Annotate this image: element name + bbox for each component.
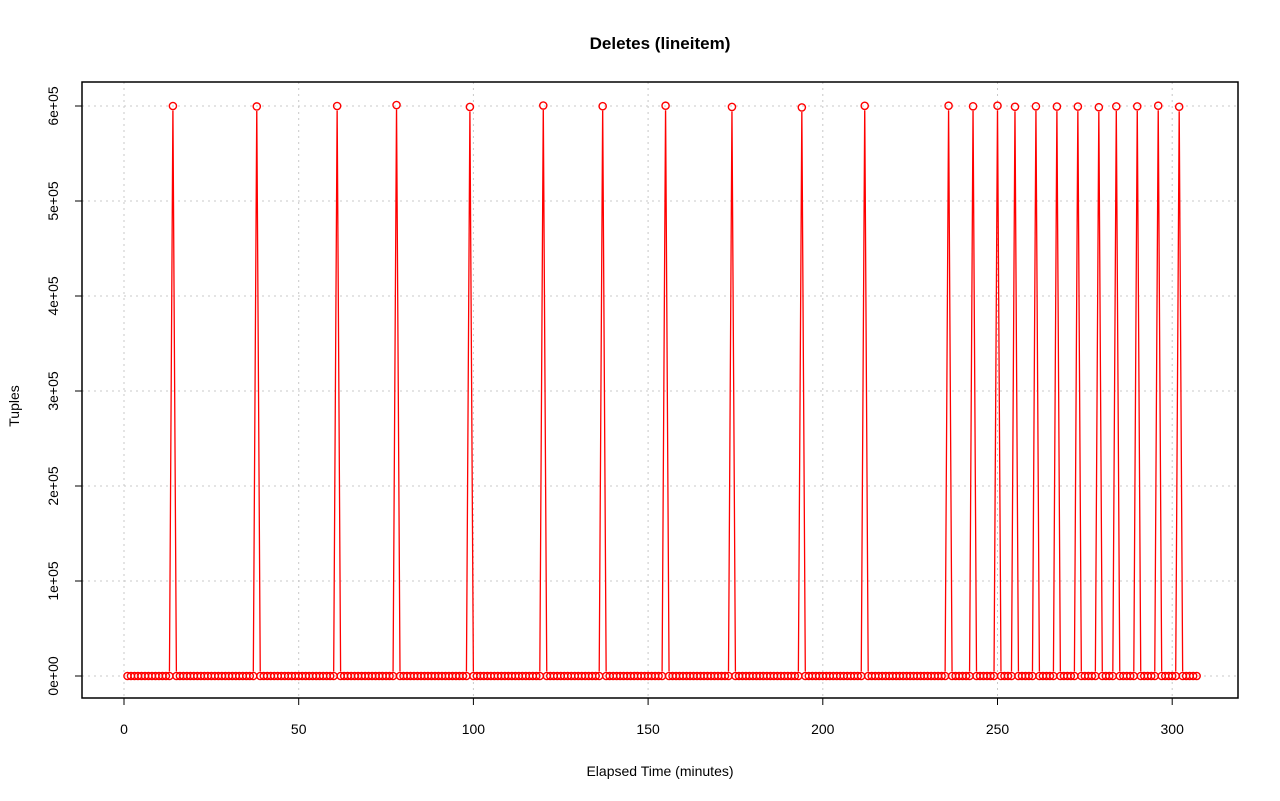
- series-line: [168, 109, 1184, 672]
- data-point-peak: [727, 102, 737, 112]
- data-point-peak: [538, 101, 548, 110]
- data-point-peak: [168, 101, 178, 111]
- data-point-peak: [661, 101, 670, 111]
- data-point: [1003, 671, 1013, 681]
- data-point: [961, 671, 971, 681]
- data-point: [161, 671, 171, 681]
- data-point: [1188, 671, 1198, 681]
- data-point-peak: [1052, 102, 1062, 111]
- data-point-peak: [1153, 101, 1163, 111]
- data-point: [654, 671, 663, 681]
- x-axis-label: Elapsed Time (minutes): [586, 763, 733, 779]
- data-point-peak: [944, 101, 953, 111]
- data-point-peak: [1174, 102, 1184, 112]
- data-point-peak: [1111, 102, 1121, 111]
- y-tick-label: 0e+00: [45, 656, 61, 696]
- data-point: [385, 671, 394, 681]
- data-point-peak: [1073, 102, 1083, 111]
- data-point: [1167, 671, 1177, 681]
- data-point: [325, 671, 335, 681]
- data-point: [853, 671, 863, 681]
- data-point: [591, 671, 600, 681]
- chart-title: Deletes (lineitem): [590, 34, 731, 53]
- data-point-peak: [860, 101, 870, 111]
- data-point-peak: [252, 102, 262, 111]
- data-point: [458, 671, 468, 681]
- y-tick-label: 2e+05: [45, 466, 61, 506]
- data-point-peak: [465, 102, 475, 112]
- x-tick-label: 250: [986, 721, 1010, 737]
- x-tick-label: 300: [1161, 721, 1185, 737]
- y-tick-label: 5e+05: [45, 181, 61, 221]
- data-point: [1087, 671, 1097, 681]
- x-tick-label: 0: [120, 721, 128, 737]
- data-point: [1192, 671, 1201, 681]
- data-point: [1024, 671, 1034, 681]
- data-point: [986, 671, 995, 681]
- data-point: [1125, 671, 1135, 681]
- data-point-peak: [598, 101, 607, 111]
- y-tick-label: 3e+05: [45, 371, 61, 411]
- data-point-peak: [993, 101, 1002, 111]
- data-point: [1045, 671, 1055, 681]
- data-point-peak: [1094, 102, 1104, 112]
- data-point-peak: [1010, 102, 1020, 112]
- data-point: [245, 671, 255, 681]
- data-point: [1066, 671, 1076, 681]
- data-point-peak: [1031, 101, 1041, 111]
- x-tick-label: 50: [291, 721, 307, 737]
- data-point-peak: [392, 100, 401, 110]
- x-axis: 0 50 100 150 200 250 300: [120, 697, 1185, 737]
- y-axis: 0e+00 1e+05 2e+05 3e+05 4e+05 5e+05 6e+05: [45, 86, 83, 696]
- data-point: [790, 671, 800, 681]
- data-point-peak: [1132, 102, 1142, 111]
- x-tick-label: 200: [811, 721, 835, 737]
- grid-lines: [82, 82, 1238, 698]
- y-axis-label: Tuples: [6, 385, 22, 427]
- y-tick-label: 6e+05: [45, 86, 61, 126]
- data-point: [1105, 671, 1114, 681]
- x-tick-label: 100: [462, 721, 486, 737]
- data-point-peak: [968, 101, 978, 111]
- data-point: [720, 671, 730, 681]
- data-point-peak: [797, 103, 807, 112]
- y-tick-label: 4e+05: [45, 276, 61, 316]
- data-point: [937, 671, 946, 681]
- data-point-peak: [332, 101, 342, 111]
- data-point: [531, 671, 541, 681]
- data-points: [123, 100, 1201, 681]
- series-tuples: [123, 100, 1201, 681]
- data-point: [1146, 671, 1156, 681]
- y-tick-label: 1e+05: [45, 561, 61, 601]
- x-tick-label: 150: [636, 721, 660, 737]
